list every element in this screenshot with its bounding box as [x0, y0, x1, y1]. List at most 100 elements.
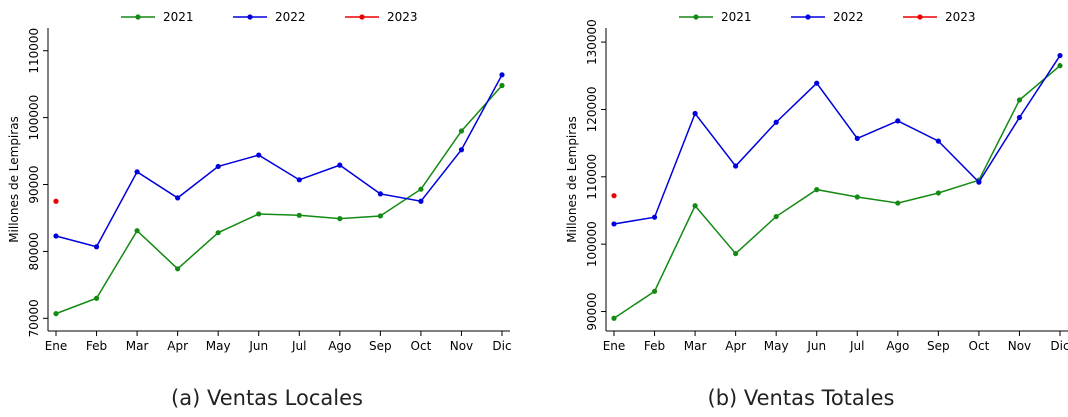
- y-tick-label: 130000: [585, 19, 599, 65]
- series-2022-point: [377, 191, 383, 197]
- series-2021-point: [814, 187, 820, 193]
- series-2021-point: [418, 186, 424, 192]
- y-tick-label: 100000: [27, 95, 41, 141]
- series-2021-point: [651, 288, 658, 294]
- series-2022-point: [733, 163, 739, 169]
- series-2021-point: [499, 82, 505, 89]
- y-tick-label: 100000: [585, 221, 599, 267]
- series-2021-point: [1057, 63, 1063, 69]
- x-tick-label: Ago: [328, 339, 351, 353]
- series-2022-point: [418, 198, 424, 204]
- series-2022-point: [458, 147, 465, 153]
- series-2021-point: [256, 211, 262, 217]
- series-2022-point: [296, 177, 302, 183]
- series-2022-point: [175, 195, 181, 201]
- series-2021-point: [458, 128, 465, 134]
- series-2021-point: [773, 213, 779, 220]
- series-2022-point: [976, 179, 982, 185]
- series-2022-line: [613, 55, 1061, 225]
- legend-label-2023: 2023: [945, 10, 976, 24]
- series-2022-point: [1057, 52, 1063, 59]
- x-tick-label: Mar: [684, 339, 707, 353]
- x-tick-label: Jul: [849, 339, 864, 353]
- y-tick-label: 70000: [27, 299, 41, 337]
- legend-marker: [135, 14, 141, 20]
- series-2021-point: [296, 212, 302, 218]
- x-tick-label: Nov: [450, 339, 473, 353]
- series-2022-point: [651, 214, 658, 220]
- x-tick-label: Nov: [1008, 339, 1031, 353]
- y-tick-label: 80000: [27, 232, 41, 270]
- legend-marker: [693, 14, 699, 20]
- x-tick-label: May: [206, 339, 231, 353]
- series-2021-point: [895, 200, 901, 206]
- x-tick-label: Ene: [603, 339, 626, 353]
- line-chart-ventas-totales: Ene Feb Mar Apr May Jun Jul Ago Sep Oct Nov Dic 9000…: [565, 10, 1068, 353]
- y-tick-label: 120000: [585, 87, 599, 133]
- series-2022-point: [134, 169, 140, 175]
- x-tick-label: Mar: [126, 339, 149, 353]
- chart-caption: (a) Ventas Locales: [171, 386, 363, 410]
- x-tick-label: Feb: [644, 339, 665, 353]
- series-2022-point: [854, 135, 860, 142]
- x-tick-label: May: [764, 339, 789, 353]
- chart-panel-ventas-locales: Ene Feb Mar Apr May Jun Jul Ago Sep Oct Nov Dic 7000…: [7, 10, 512, 410]
- series-2021-point: [93, 295, 100, 301]
- series-2022-point: [773, 119, 779, 125]
- series-2021-point: [134, 228, 140, 234]
- x-tick-label: Apr: [725, 339, 746, 353]
- y-tick-label: 110000: [585, 154, 599, 200]
- legend-marker: [247, 14, 253, 20]
- x-tick-label: Jun: [806, 339, 826, 353]
- y-tick-label: 110000: [27, 28, 41, 74]
- y-tick-label: 90000: [585, 292, 599, 330]
- series-2021-point: [337, 216, 343, 222]
- x-tick-label: Oct: [411, 339, 432, 353]
- x-tick-label: Jul: [291, 339, 306, 353]
- legend-label-2023: 2023: [387, 10, 418, 24]
- y-axis-title: Millones de Lempiras: [565, 116, 579, 243]
- series-2022-point: [256, 152, 262, 158]
- x-tick-label: Apr: [167, 339, 188, 353]
- series-2023-point: [611, 193, 617, 199]
- line-chart-ventas-locales: Ene Feb Mar Apr May Jun Jul Ago Sep Oct Nov Dic 7000…: [7, 10, 512, 353]
- x-tick-label: Sep: [927, 339, 950, 353]
- legend-marker: [805, 14, 811, 20]
- series-2022-point: [1016, 114, 1023, 121]
- series-2021-line: [613, 65, 1061, 319]
- legend-label-2022: 2022: [275, 10, 306, 24]
- series-2023-point: [53, 198, 59, 204]
- x-tick-label: Jun: [248, 339, 268, 353]
- series-2022-point: [93, 244, 100, 250]
- y-axis-title: Millones de Lempiras: [7, 116, 21, 243]
- series-2022-point: [215, 163, 221, 170]
- series-2022-point: [814, 80, 820, 86]
- x-tick-label: Sep: [369, 339, 392, 353]
- series-2021-point: [733, 250, 739, 257]
- series-2022-point: [53, 233, 59, 239]
- chart-caption: (b) Ventas Totales: [707, 386, 895, 410]
- y-tick-label: 90000: [27, 165, 41, 203]
- series-2022-point: [499, 72, 505, 78]
- legend-label-2021: 2021: [721, 10, 752, 24]
- x-tick-label: Oct: [969, 339, 990, 353]
- legend-marker: [359, 14, 365, 20]
- series-2021-point: [53, 311, 59, 317]
- series-2021-line: [55, 85, 503, 315]
- series-2021-point: [854, 194, 860, 200]
- x-tick-label: Ene: [45, 339, 68, 353]
- series-2022-point: [611, 221, 617, 227]
- chart-panel-ventas-totales: Ene Feb Mar Apr May Jun Jul Ago Sep Oct Nov Dic 9000…: [534, 0, 1068, 417]
- legend-label-2022: 2022: [833, 10, 864, 24]
- x-tick-label: Dic: [1050, 339, 1068, 353]
- x-tick-label: Feb: [86, 339, 107, 353]
- legend-label-2021: 2021: [163, 10, 194, 24]
- series-2022-line: [55, 74, 503, 248]
- legend-marker: [917, 14, 923, 20]
- series-2021-point: [611, 315, 617, 321]
- series-2021-point: [1016, 97, 1023, 103]
- series-2022-point: [895, 118, 901, 124]
- series-2021-point: [377, 213, 383, 219]
- series-2021-point: [175, 266, 181, 272]
- x-tick-label: Ago: [886, 339, 909, 353]
